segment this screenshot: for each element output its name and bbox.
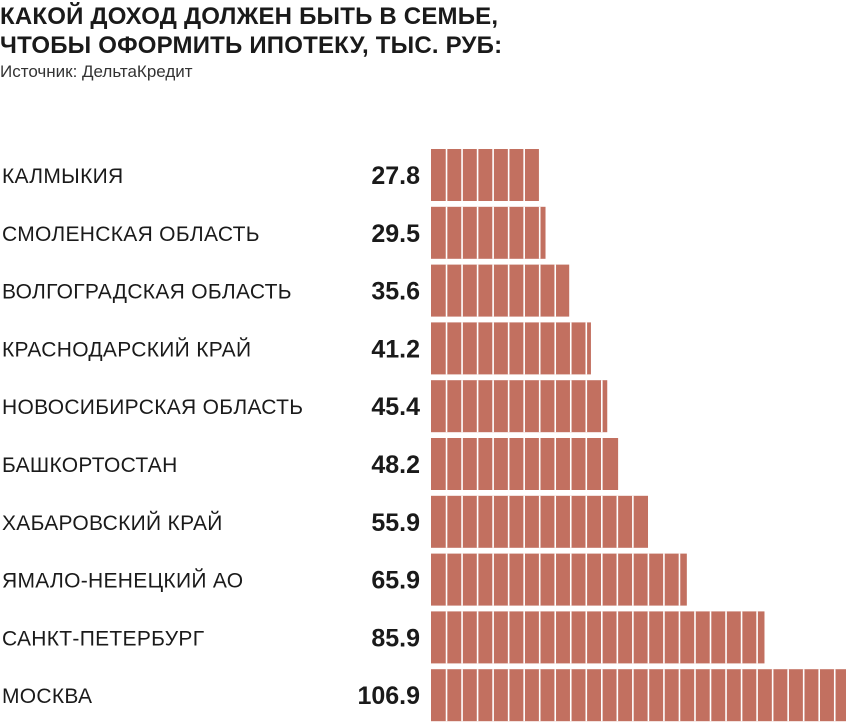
bar-row-8: ЯМАЛО-НЕНЕЦКИЙ АО 65.9 bbox=[2, 553, 687, 606]
bar-row-1: КАЛМЫКИЯ 27.8 bbox=[2, 149, 539, 201]
bar bbox=[431, 669, 846, 722]
category-label: ЯМАЛО-НЕНЕЦКИЙ АО bbox=[2, 569, 243, 593]
chart-title-line-1: КАКОЙ ДОХОД ДОЛЖЕН БЫТЬ В СЕМЬЕ, bbox=[0, 3, 499, 30]
category-label: СМОЛЕНСКАЯ ОБЛАСТЬ bbox=[2, 223, 260, 246]
category-label: КАЛМЫКИЯ bbox=[2, 165, 123, 188]
bar bbox=[431, 206, 546, 259]
value-label: 35.6 bbox=[371, 278, 420, 306]
bar-row-7: ХАБАРОВСКИЙ КРАЙ 55.9 bbox=[2, 495, 649, 548]
bar bbox=[431, 380, 608, 433]
bar-row-2: СМОЛЕНСКАЯ ОБЛАСТЬ 29.5 bbox=[2, 206, 546, 259]
bar bbox=[431, 264, 570, 317]
category-label: САНКТ-ПЕТЕРБУРГ bbox=[2, 627, 204, 650]
value-label: 29.5 bbox=[371, 220, 420, 248]
value-label: 41.2 bbox=[371, 335, 420, 363]
category-label: ХАБАРОВСКИЙ КРАЙ bbox=[2, 511, 223, 535]
chart-title: КАКОЙ ДОХОД ДОЛЖЕН БЫТЬ В СЕМЬЕ, ЧТОБЫ О… bbox=[0, 2, 502, 60]
category-label: КРАСНОДАРСКИЙ КРАЙ bbox=[2, 337, 251, 361]
bar-row-6: БАШКОРТОСТАН 48.2 bbox=[2, 438, 619, 490]
category-label: ВОЛГОГРАДСКАЯ ОБЛАСТЬ bbox=[2, 281, 292, 304]
source-note: Источник: ДельтаКредит bbox=[0, 62, 193, 81]
category-label: МОСКВА bbox=[2, 685, 92, 708]
value-label: 65.9 bbox=[371, 567, 420, 595]
value-label: 45.4 bbox=[371, 393, 420, 421]
bar bbox=[431, 553, 687, 606]
value-label: 48.2 bbox=[371, 451, 420, 479]
bar-row-3: ВОЛГОГРАДСКАЯ ОБЛАСТЬ 35.6 bbox=[2, 264, 570, 317]
value-label: 106.9 bbox=[357, 682, 420, 710]
value-label: 27.8 bbox=[371, 162, 420, 190]
category-label: НОВОСИБИРСКАЯ ОБЛАСТЬ bbox=[2, 396, 303, 419]
bar bbox=[431, 149, 539, 201]
bar-row-9: САНКТ-ПЕТЕРБУРГ 85.9 bbox=[2, 611, 765, 664]
category-label: БАШКОРТОСТАН bbox=[2, 454, 178, 477]
bar bbox=[431, 611, 765, 664]
bar-row-4: КРАСНОДАРСКИЙ КРАЙ 41.2 bbox=[2, 322, 591, 375]
bar-row-10: МОСКВА 106.9 bbox=[2, 669, 846, 722]
bar bbox=[431, 322, 591, 375]
bar-row-5: НОВОСИБИРСКАЯ ОБЛАСТЬ 45.4 bbox=[2, 380, 608, 433]
chart-title-line-2: ЧТОБЫ ОФОРМИТЬ ИПОТЕКУ, ТЫС. РУБ: bbox=[0, 32, 503, 59]
value-label: 55.9 bbox=[371, 509, 420, 537]
value-label: 85.9 bbox=[371, 624, 420, 652]
